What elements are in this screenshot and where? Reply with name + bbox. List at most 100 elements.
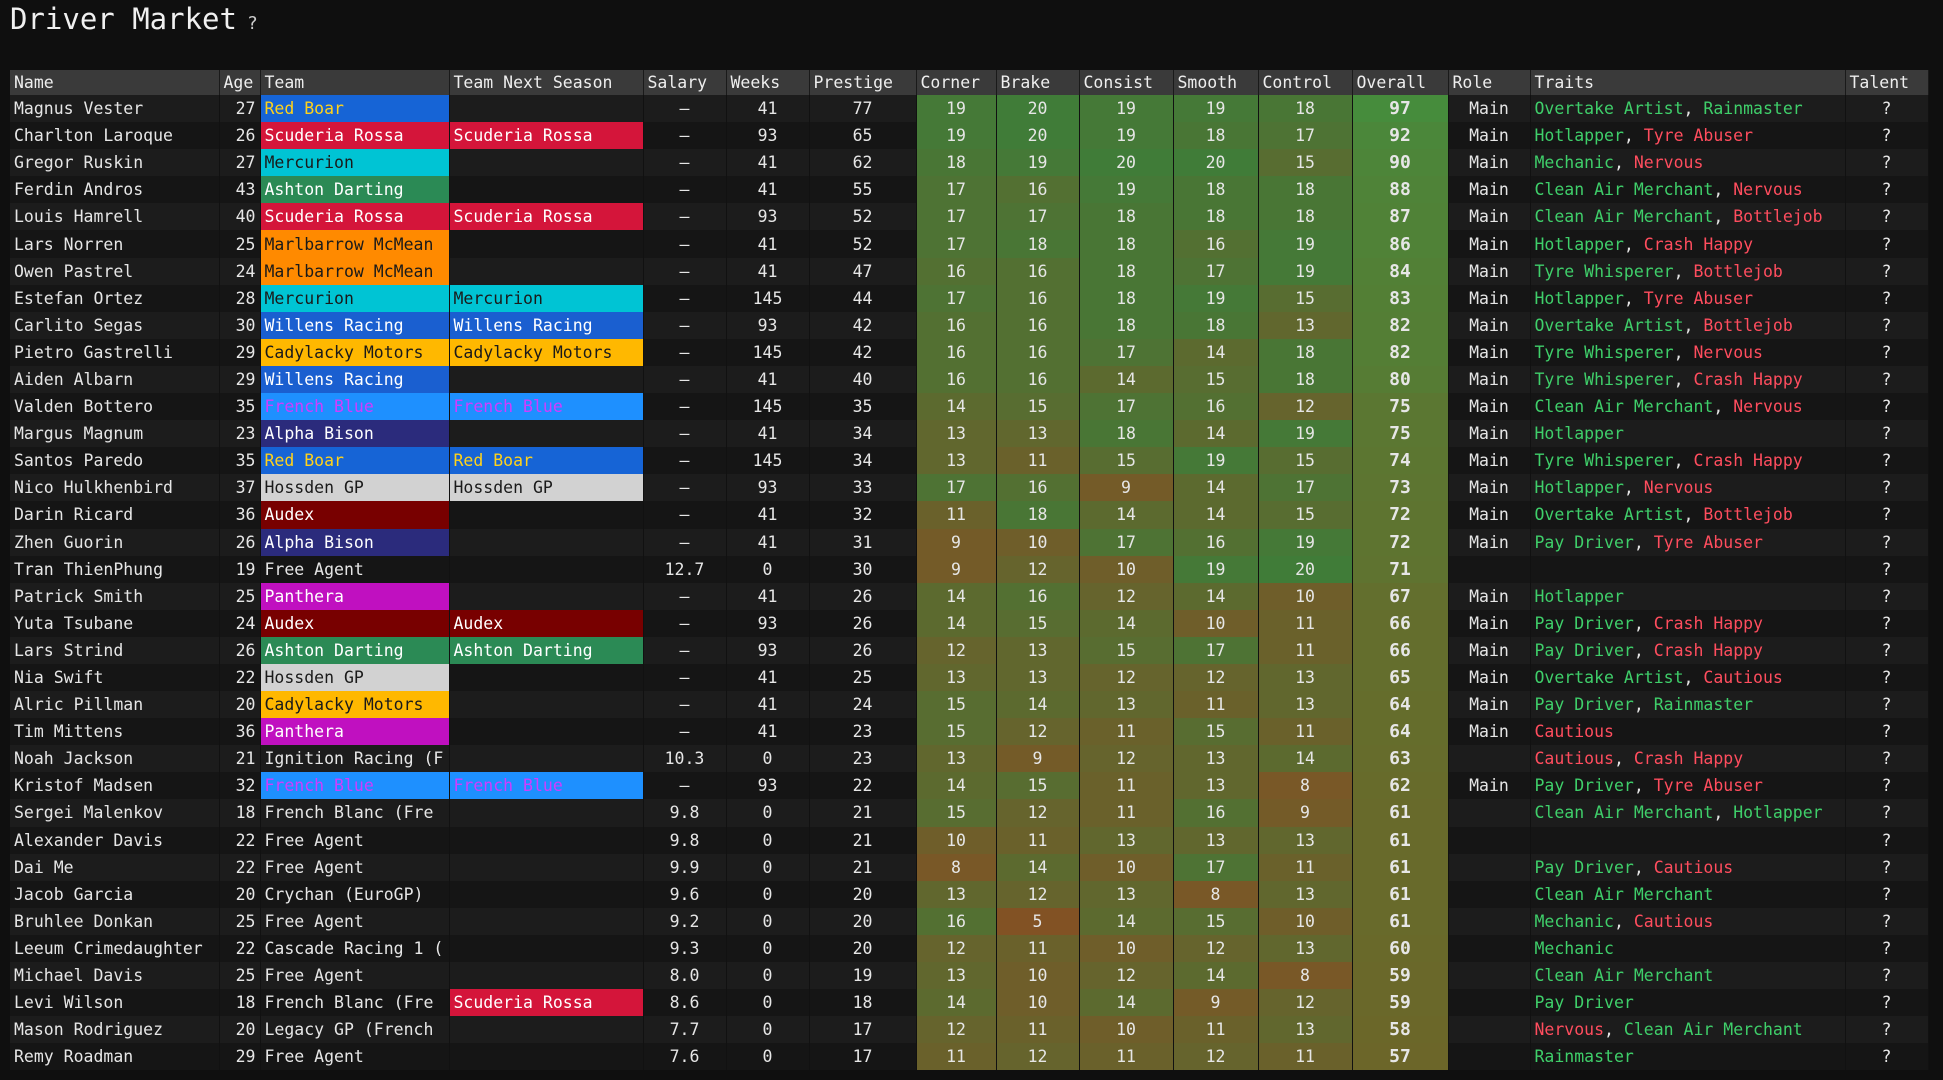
talent[interactable]: ? — [1845, 691, 1929, 719]
driver-row[interactable]: Michael Davis 25 Free Agent 8.0 0 19 13 10 12 14 8… — [10, 962, 1929, 990]
driver-row[interactable]: Bruhlee Donkan 25 Free Agent 9.2 0 20 16 5 14 15 1… — [10, 907, 1929, 935]
column-header[interactable]: Control — [1258, 70, 1353, 95]
talent[interactable]: ? — [1845, 257, 1929, 285]
talent[interactable]: ? — [1845, 203, 1929, 231]
driver-row[interactable]: Yuta Tsubane 24 Audex Audex –93 26 14 15 14 10 11 6… — [10, 609, 1929, 637]
driver-row[interactable]: Carlito Segas 30 Willens Racing Willens Rac… — [10, 311, 1929, 339]
talent[interactable]: ? — [1845, 176, 1929, 204]
driver-row[interactable]: Magnus Vester 27 Red Boar –41 77 19 20 19 19 18 97… — [10, 95, 1929, 123]
column-header[interactable]: Traits — [1530, 70, 1846, 95]
talent[interactable]: ? — [1845, 365, 1929, 394]
driver-row[interactable]: Jacob Garcia 20 Crychan (EuroGP) 9.6 0 20 13 12… — [10, 880, 1929, 908]
talent[interactable]: ? — [1845, 907, 1929, 935]
talent[interactable]: ? — [1845, 880, 1929, 908]
talent[interactable]: ? — [1845, 447, 1929, 475]
driver-row[interactable]: Estefan Ortez 28 Mercurion Mercurion –145 44 1… — [10, 284, 1929, 312]
stat: 14 — [1258, 745, 1353, 773]
talent[interactable]: ? — [1845, 934, 1929, 962]
age: 19 — [219, 555, 261, 583]
driver-row[interactable]: Zhen Guorin 26 Alpha Bison –41 31 9 10 17 16 19 72… — [10, 528, 1929, 556]
talent[interactable]: ? — [1845, 663, 1929, 692]
driver-row[interactable]: Sergei Malenkov 18 French Blanc (Fre 9.8 0 21… — [10, 799, 1929, 827]
column-header[interactable]: Overall — [1352, 70, 1449, 95]
column-header[interactable]: Prestige — [809, 70, 917, 95]
driver-row[interactable]: Louis Hamrell 40 Scuderia Rossa Scuderia Ro… — [10, 203, 1929, 231]
driver-row[interactable]: Alexander Davis 22 Free Agent 9.8 0 21 10 11 13 1… — [10, 826, 1929, 854]
talent[interactable]: ? — [1845, 311, 1929, 339]
talent[interactable]: ? — [1845, 555, 1929, 583]
driver-row[interactable]: Noah Jackson 21 Ignition Racing (F 10.3 0 23 1… — [10, 745, 1929, 773]
driver-row[interactable]: Remy Roadman 29 Free Agent 7.6 0 17 11 12 11 12 11… — [10, 1043, 1929, 1071]
talent[interactable]: ? — [1845, 1016, 1929, 1044]
talent[interactable]: ? — [1845, 149, 1929, 177]
team-next-season: Mercurion — [449, 284, 644, 312]
driver-row[interactable]: Kristof Madsen 32 French Blue French Blue –9… — [10, 772, 1929, 800]
talent[interactable]: ? — [1845, 799, 1929, 827]
driver-row[interactable]: Nico Hulkhenbird 37 Hossden GP Hossden GP –9… — [10, 474, 1929, 502]
column-header[interactable]: Smooth — [1173, 70, 1259, 95]
driver-row[interactable]: Santos Paredo 35 Red Boar Red Boar –145 34 13 1… — [10, 447, 1929, 475]
talent[interactable]: ? — [1845, 393, 1929, 421]
talent[interactable]: ? — [1845, 528, 1929, 556]
column-header[interactable]: Weeks — [726, 70, 810, 95]
column-header[interactable]: Team — [260, 70, 450, 95]
column-header[interactable]: Brake — [996, 70, 1080, 95]
column-header[interactable]: Corner — [916, 70, 997, 95]
driver-row[interactable]: Darin Ricard 36 Audex –41 32 11 18 14 14 15 72 Main… — [10, 501, 1929, 529]
stat: 18 — [1173, 203, 1259, 231]
talent[interactable]: ? — [1845, 582, 1929, 610]
stat: 16 — [916, 311, 997, 339]
salary: 9.6 — [643, 880, 727, 908]
driver-row[interactable]: Levi Wilson 18 French Blanc (Fre Scuderia R… — [10, 989, 1929, 1017]
talent[interactable]: ? — [1845, 745, 1929, 773]
trait: Cautious — [1534, 749, 1614, 769]
driver-row[interactable]: Charlton Laroque 26 Scuderia Rossa Scuderia… — [10, 122, 1929, 150]
driver-row[interactable]: Tran ThienPhung 19 Free Agent 12.7 0 30 9 12 10 1… — [10, 555, 1929, 583]
talent[interactable]: ? — [1845, 853, 1929, 881]
driver-row[interactable]: Owen Pastrel 24 Marlbarrow McMean –41 47 16 16… — [10, 257, 1929, 285]
column-header[interactable]: Age — [219, 70, 261, 95]
driver-row[interactable]: Leeum Crimedaughter 22 Cascade Racing 1 (9… — [10, 934, 1929, 962]
column-header[interactable]: Name — [10, 70, 220, 95]
column-header[interactable]: Talent — [1845, 70, 1929, 95]
talent[interactable]: ? — [1845, 474, 1929, 502]
driver-row[interactable]: Nia Swift 22 Hossden GP –41 25 13 13 12 12 13 65 Ma… — [10, 663, 1929, 692]
talent[interactable]: ? — [1845, 989, 1929, 1017]
driver-row[interactable]: Pietro Gastrelli 29 Cadylacky Motors Cadyla… — [10, 338, 1929, 366]
driver-row[interactable]: Aiden Albarn 29 Willens Racing –41 40 16 16 14 1… — [10, 365, 1929, 394]
driver-row[interactable]: Margus Magnum 23 Alpha Bison –41 34 13 13 18 14 1… — [10, 420, 1929, 448]
column-header[interactable]: Salary — [643, 70, 727, 95]
driver-row[interactable]: Lars Norren 25 Marlbarrow McMean –41 52 17 18 1… — [10, 230, 1929, 258]
talent[interactable]: ? — [1845, 338, 1929, 366]
driver-row[interactable]: Valden Bottero 35 French Blue French Blue –1… — [10, 393, 1929, 421]
driver-row[interactable]: Ferdin Andros 43 Ashton Darting –41 55 17 16 19… — [10, 176, 1929, 204]
traits: Tyre Whisperer, Nervous — [1530, 338, 1846, 366]
talent[interactable]: ? — [1845, 284, 1929, 312]
driver-row[interactable]: Patrick Smith 25 Panthera –41 26 14 16 12 14 10 67… — [10, 582, 1929, 610]
salary: 8.0 — [643, 962, 727, 990]
column-header[interactable]: Role — [1448, 70, 1531, 95]
driver-row[interactable]: Lars Strind 26 Ashton Darting Ashton Dartin… — [10, 636, 1929, 664]
help-icon[interactable]: ? — [246, 13, 258, 34]
driver-row[interactable]: Dai Me 22 Free Agent 9.9 0 21 8 14 10 17 11 61 Pay D… — [10, 853, 1929, 881]
role: Main — [1448, 230, 1531, 258]
talent[interactable]: ? — [1845, 1043, 1929, 1071]
stat: 12 — [916, 1016, 997, 1044]
talent[interactable]: ? — [1845, 501, 1929, 529]
driver-row[interactable]: Mason Rodriguez 20 Legacy GP (French 7.7 0 17… — [10, 1016, 1929, 1044]
driver-row[interactable]: Tim Mittens 36 Panthera –41 23 15 12 11 15 11 64 Ma… — [10, 718, 1929, 746]
talent[interactable]: ? — [1845, 826, 1929, 854]
talent[interactable]: ? — [1845, 420, 1929, 448]
talent[interactable]: ? — [1845, 718, 1929, 746]
column-header[interactable]: Team Next Season — [449, 70, 644, 95]
talent[interactable]: ? — [1845, 772, 1929, 800]
talent[interactable]: ? — [1845, 230, 1929, 258]
talent[interactable]: ? — [1845, 95, 1929, 123]
driver-row[interactable]: Alric Pillman 20 Cadylacky Motors –41 24 15 14… — [10, 691, 1929, 719]
driver-row[interactable]: Gregor Ruskin 27 Mercurion –41 62 18 19 20 20 15 9… — [10, 149, 1929, 177]
talent[interactable]: ? — [1845, 962, 1929, 990]
talent[interactable]: ? — [1845, 609, 1929, 637]
talent[interactable]: ? — [1845, 636, 1929, 664]
column-header[interactable]: Consist — [1079, 70, 1174, 95]
talent[interactable]: ? — [1845, 122, 1929, 150]
